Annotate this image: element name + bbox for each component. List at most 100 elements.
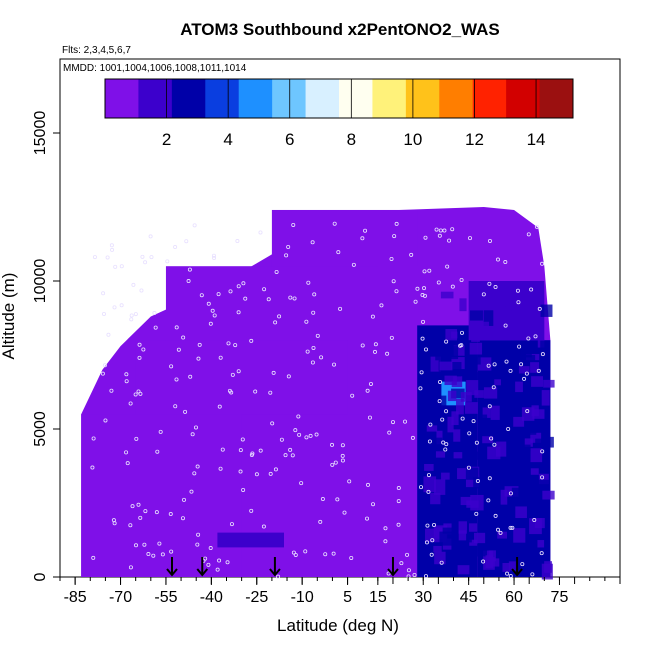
sample-point — [533, 334, 538, 339]
sample-point — [258, 448, 263, 453]
sample-point — [540, 261, 545, 266]
sample-point — [137, 342, 142, 347]
sample-point — [149, 255, 154, 260]
sample-point — [176, 347, 181, 352]
sample-point — [332, 362, 337, 367]
sample-point — [297, 432, 302, 437]
x-tick-label: 15 — [369, 589, 387, 606]
sample-point — [493, 513, 498, 518]
sample-point — [274, 269, 279, 274]
sample-point — [238, 469, 243, 474]
y-tick-label: 10000 — [32, 259, 49, 304]
colorbar-segment — [439, 79, 474, 118]
sample-point — [491, 385, 496, 390]
sample-point — [210, 308, 215, 313]
colorbar-ticks: 2 4 6 8 10 12 14 — [162, 79, 546, 149]
sample-point — [119, 303, 124, 308]
sample-point — [206, 301, 211, 306]
sample-point — [443, 447, 448, 452]
curtain-cell — [530, 448, 543, 463]
curtain-cell — [424, 463, 434, 471]
sample-point — [188, 374, 193, 379]
sample-point — [517, 344, 522, 349]
sample-point — [342, 510, 347, 515]
sample-point — [109, 243, 114, 248]
curtain-cell — [543, 436, 554, 448]
sample-point — [432, 522, 437, 527]
x-tick-label: -85 — [64, 589, 87, 606]
sample-point — [347, 479, 352, 484]
sample-point — [192, 223, 197, 228]
sample-point — [430, 538, 435, 543]
sample-point — [332, 221, 337, 226]
sample-point — [389, 335, 394, 340]
plot-area: MMDD: 1001,1004,1006,1008,1011,1014 — [59, 58, 621, 580]
sample-point — [439, 560, 444, 565]
curtain-cell — [477, 296, 487, 308]
curtain-cell — [423, 476, 437, 493]
curtain-cell — [464, 535, 472, 543]
sample-point — [235, 239, 240, 244]
sample-point — [261, 524, 266, 529]
curtain-cell — [509, 294, 518, 305]
sample-point — [90, 465, 95, 470]
sample-point — [530, 572, 535, 577]
sample-point — [340, 443, 345, 448]
colorbar-segment — [105, 79, 139, 118]
sample-point — [319, 355, 324, 360]
sample-point — [373, 342, 378, 347]
sample-point — [249, 338, 254, 343]
curtain-cell — [487, 446, 501, 460]
curtain-region — [81, 414, 242, 577]
sample-point — [169, 364, 174, 369]
sample-point — [438, 380, 443, 385]
sample-point — [136, 389, 141, 394]
sample-point — [311, 310, 316, 315]
sample-point — [505, 571, 510, 576]
sample-point — [387, 430, 392, 435]
sample-point — [262, 287, 267, 292]
curtain-cell — [444, 551, 459, 559]
sample-point — [91, 436, 96, 441]
sample-point — [487, 281, 492, 286]
sample-point — [379, 303, 384, 308]
sample-point — [419, 485, 424, 490]
x-tick-label: 30 — [414, 589, 432, 606]
sample-point — [174, 377, 179, 382]
sample-point — [286, 245, 291, 250]
sample-point — [141, 347, 146, 352]
sample-point — [423, 235, 428, 240]
colorbar-segment — [539, 79, 574, 118]
sample-point — [503, 323, 508, 328]
sample-point — [427, 268, 432, 273]
curtain-cell — [526, 423, 537, 435]
sample-point — [196, 532, 201, 537]
sample-point — [279, 437, 284, 442]
curtain-cell — [541, 390, 550, 406]
sample-point — [233, 343, 238, 348]
sample-point — [412, 572, 417, 577]
curtain-cell — [451, 411, 459, 426]
sample-point — [370, 314, 375, 319]
curtain-cell — [458, 521, 467, 534]
y-axis: 0 5000 10000 15000 — [32, 111, 60, 581]
sample-point — [330, 442, 335, 447]
sample-point — [124, 379, 129, 384]
sample-point — [426, 489, 431, 494]
curtain-cell — [513, 528, 526, 543]
sample-point — [320, 497, 325, 502]
sample-point — [212, 256, 217, 261]
sample-point — [315, 333, 320, 338]
curtain-cell — [470, 494, 484, 511]
x-tick-label: 60 — [505, 589, 523, 606]
curtain-cell — [524, 355, 536, 362]
sample-point — [189, 489, 194, 494]
dates-note: MMDD: 1001,1004,1006,1008,1011,1014 — [63, 63, 247, 74]
colorbar-tick-label: 10 — [403, 130, 422, 149]
sample-point — [182, 497, 187, 502]
sample-point — [249, 508, 254, 513]
sample-point — [445, 264, 450, 269]
colorbar-segment — [472, 79, 507, 118]
flight-arrow-head — [269, 568, 281, 577]
